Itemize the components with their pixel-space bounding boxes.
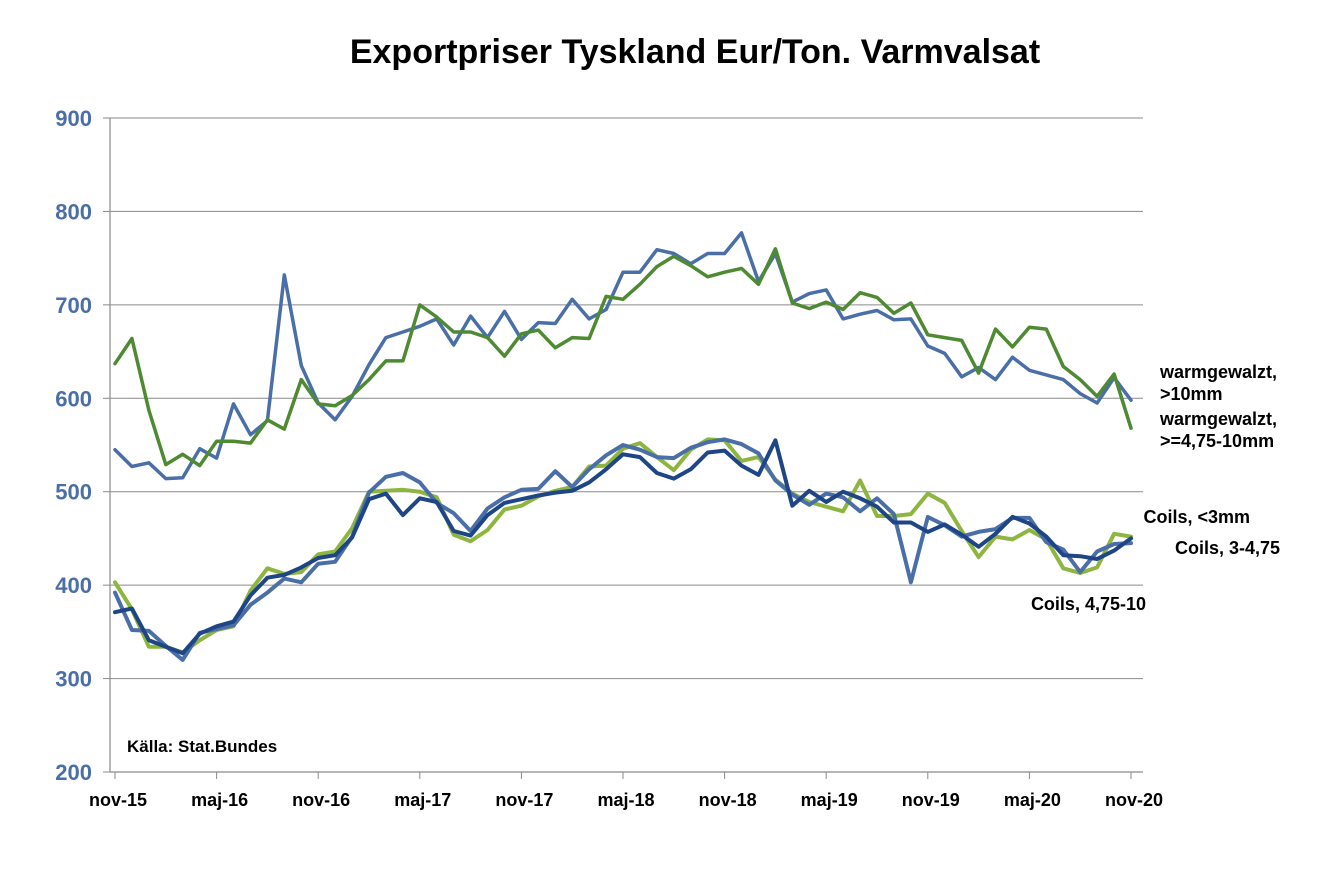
series-label: warmgewalzt, bbox=[1159, 409, 1277, 429]
chart-title: Exportpriser Tyskland Eur/Ton. Varmvalsa… bbox=[350, 33, 1040, 71]
x-tick-label: nov-19 bbox=[902, 790, 960, 810]
y-tick-label: 300 bbox=[55, 667, 92, 692]
y-tick-label: 400 bbox=[55, 573, 92, 598]
y-tick-label: 200 bbox=[55, 760, 92, 785]
x-tick-label: nov-17 bbox=[495, 790, 553, 810]
series-label: Coils, <3mm bbox=[1143, 507, 1250, 527]
y-tick-label: 800 bbox=[55, 199, 92, 224]
x-tick-label: nov-18 bbox=[699, 790, 757, 810]
x-tick-label: maj-16 bbox=[191, 790, 248, 810]
series-label: Coils, 4,75-10 bbox=[1031, 594, 1146, 614]
source-note: Källa: Stat.Bundes bbox=[127, 737, 277, 756]
series-label: >=4,75-10mm bbox=[1160, 431, 1274, 451]
x-axis-ticks: nov-15 maj-16 nov-16 maj-17 nov-17 maj-18 nov-… bbox=[89, 772, 1163, 810]
series-labels: warmgewalzt,>10mmwarmgewalzt,>=4,75-10mm… bbox=[1031, 362, 1280, 614]
y-tick-label: 700 bbox=[55, 293, 92, 318]
series-label: Coils, 3-4,75 bbox=[1175, 538, 1280, 558]
series-line-1 bbox=[113, 247, 1133, 468]
x-tick-label: maj-20 bbox=[1004, 790, 1061, 810]
series-label: >10mm bbox=[1160, 384, 1223, 404]
x-tick-label: nov-16 bbox=[292, 790, 350, 810]
series-label: warmgewalzt, bbox=[1159, 362, 1277, 382]
series-lines bbox=[113, 231, 1133, 662]
y-tick-label: 500 bbox=[55, 480, 92, 505]
y-axis-ticks: 200 300 400 500 600 700 800 900 bbox=[55, 106, 110, 785]
series-line-3 bbox=[113, 437, 1133, 662]
y-tick-label: 900 bbox=[55, 106, 92, 131]
x-tick-label: nov-20 bbox=[1105, 790, 1163, 810]
x-tick-label: nov-15 bbox=[89, 790, 147, 810]
x-tick-label: maj-19 bbox=[801, 790, 858, 810]
x-tick-label: maj-17 bbox=[394, 790, 451, 810]
y-tick-label: 600 bbox=[55, 386, 92, 411]
axes bbox=[109, 118, 1143, 773]
series-line-0 bbox=[113, 231, 1133, 481]
series-line-4 bbox=[113, 438, 1133, 656]
x-tick-label: maj-18 bbox=[597, 790, 654, 810]
